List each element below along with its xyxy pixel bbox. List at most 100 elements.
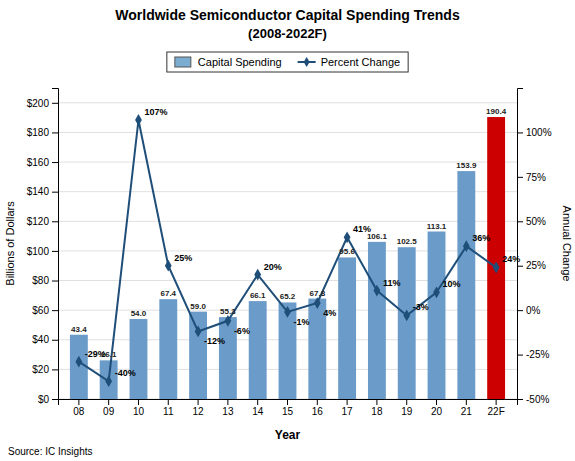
legend-label: Capital Spending: [198, 56, 282, 68]
marker: [165, 260, 172, 272]
tick-label: 21: [461, 406, 473, 417]
tick: 15: [282, 399, 294, 417]
marker: [254, 269, 261, 281]
bars: [70, 117, 505, 399]
legend-label: Percent Change: [321, 56, 401, 68]
marker: [195, 326, 202, 338]
tick: 13: [222, 399, 234, 417]
tick-mark: [517, 266, 523, 267]
tick-mark: [52, 399, 58, 400]
tick-label: 10: [133, 406, 145, 417]
tick-label: 12: [193, 406, 205, 417]
tick-mark: [52, 310, 58, 311]
tick: $20: [32, 364, 58, 375]
tick: -50%: [517, 394, 549, 405]
bar: [428, 232, 446, 399]
tick: -25%: [517, 349, 549, 360]
tick-label: 18: [371, 406, 383, 417]
tick-label: $180: [27, 127, 50, 138]
tick-mark: [517, 177, 523, 178]
grid-line: [58, 191, 517, 192]
data-labels: 43.426.154.067.459.055.366.165.267.895.6…: [71, 107, 520, 378]
tick-label: -25%: [526, 349, 549, 360]
tick: 12: [193, 399, 205, 417]
tick-mark: [406, 399, 407, 405]
tick-label: $160: [27, 157, 50, 168]
tick: $120: [27, 216, 58, 227]
marker: [135, 114, 142, 126]
data-label: 67.8: [310, 289, 326, 298]
tick-mark: [52, 369, 58, 370]
tick-mark: [138, 399, 139, 405]
tick-mark: [517, 132, 523, 133]
x-axis: 080910111213141516171819202122F: [59, 399, 518, 417]
marker: [314, 297, 321, 309]
data-label: 65.2: [280, 292, 296, 301]
tick-mark: [517, 310, 523, 311]
tick-label: 11: [163, 406, 174, 417]
tick-mark: [517, 399, 523, 400]
axis-line: [59, 400, 518, 406]
grid-line: [58, 250, 517, 251]
data-label: -29%: [85, 349, 106, 359]
tick: $60: [32, 305, 58, 316]
bar: [398, 247, 416, 399]
tick-label: 15: [282, 406, 294, 417]
data-label: 95.6: [339, 247, 355, 256]
tick-mark: [168, 399, 169, 405]
data-label: 41%: [353, 224, 371, 234]
tick-label: $60: [32, 305, 49, 316]
data-label: 11%: [383, 278, 401, 288]
tick-label: 50%: [526, 216, 546, 227]
tick-label: 25%: [526, 260, 546, 271]
tick: $140: [27, 186, 58, 197]
tick: $80: [32, 275, 58, 286]
marker: [493, 262, 500, 274]
grid-line: [58, 162, 517, 163]
legend-swatch: [175, 57, 191, 67]
tick-mark: [52, 192, 58, 193]
tick-label: 08: [73, 406, 85, 417]
tick-label: 22F: [488, 406, 505, 417]
tick: $180: [27, 127, 58, 138]
tick: 22F: [488, 399, 505, 417]
tick-mark: [78, 399, 79, 405]
legend-marker: [304, 57, 310, 67]
grid-line: [58, 132, 517, 133]
bar: [130, 319, 148, 399]
data-label: -3%: [413, 302, 429, 312]
plot-area: 080910111213141516171819202122F$0$20$40$…: [4, 89, 573, 443]
tick-label: $140: [27, 186, 50, 197]
bar: [249, 301, 267, 399]
marker: [374, 285, 381, 297]
tick-mark: [198, 399, 199, 405]
tick-mark: [466, 399, 467, 405]
title: Worldwide Semiconductor Capital Spending…: [115, 7, 460, 23]
tick: 50%: [517, 216, 546, 227]
data-label: 190.4: [486, 107, 507, 116]
data-label: -1%: [294, 317, 310, 327]
tick-mark: [517, 221, 523, 222]
tick: 19: [401, 399, 413, 417]
tick: 14: [252, 399, 264, 417]
tick-mark: [257, 399, 258, 405]
tick: 0%: [517, 305, 541, 316]
data-label: 20%: [264, 262, 282, 272]
bar: [338, 257, 356, 399]
tick-label: $0: [38, 394, 50, 405]
axis-line: [52, 89, 59, 400]
data-label: 43.4: [71, 325, 87, 334]
marker: [284, 306, 291, 318]
tick-mark: [52, 103, 58, 104]
data-label: 59.0: [190, 302, 206, 311]
y-axis: $0$20$40$60$80$100$120$140$160$180$200: [27, 89, 59, 405]
data-label: -40%: [115, 368, 136, 378]
x-axis-title: Year: [275, 428, 301, 442]
tick-label: $40: [32, 334, 49, 345]
tick-label: 19: [401, 406, 413, 417]
data-label: 4%: [323, 308, 336, 318]
tick-label: 17: [342, 406, 354, 417]
tick-mark: [287, 399, 288, 405]
legend-frame: [167, 52, 408, 72]
tick-label: 09: [103, 406, 115, 417]
